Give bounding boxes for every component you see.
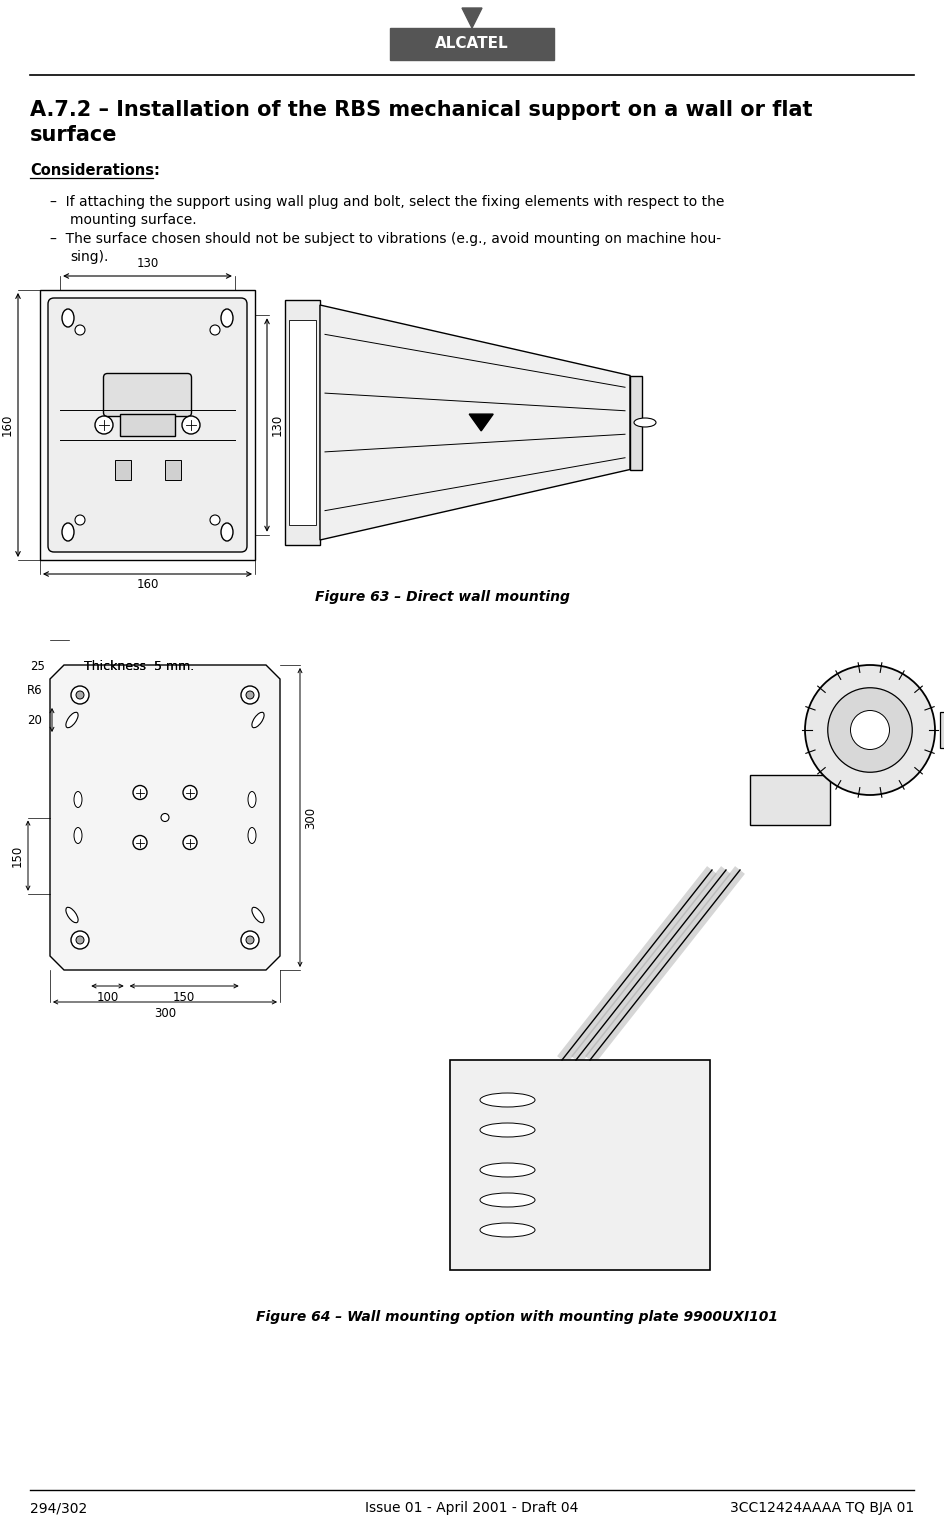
Text: 160: 160 xyxy=(1,414,14,435)
Ellipse shape xyxy=(221,309,233,327)
FancyBboxPatch shape xyxy=(104,373,192,417)
Circle shape xyxy=(75,325,85,335)
Text: 20: 20 xyxy=(27,714,42,726)
Text: R6: R6 xyxy=(26,683,42,697)
Ellipse shape xyxy=(252,712,264,727)
Polygon shape xyxy=(50,665,280,970)
Bar xyxy=(120,414,175,435)
Ellipse shape xyxy=(480,1093,535,1106)
Text: Considerations:: Considerations: xyxy=(30,163,160,177)
Circle shape xyxy=(828,688,912,772)
Circle shape xyxy=(182,416,200,434)
Polygon shape xyxy=(320,306,630,539)
Circle shape xyxy=(210,515,220,526)
Circle shape xyxy=(71,931,89,949)
Text: A.7.2 – Installation of the RBS mechanical support on a wall or flat: A.7.2 – Installation of the RBS mechanic… xyxy=(30,99,813,121)
Ellipse shape xyxy=(248,828,256,843)
Text: mounting surface.: mounting surface. xyxy=(70,212,196,228)
Circle shape xyxy=(241,931,259,949)
Circle shape xyxy=(71,686,89,704)
Text: sing).: sing). xyxy=(70,251,109,264)
Ellipse shape xyxy=(480,1163,535,1177)
Bar xyxy=(114,460,130,480)
Bar xyxy=(630,376,642,469)
Text: ALCATEL: ALCATEL xyxy=(435,37,509,52)
Circle shape xyxy=(161,813,169,822)
Ellipse shape xyxy=(74,792,82,807)
Text: Thickness  5 mm.: Thickness 5 mm. xyxy=(84,660,194,672)
Text: 25: 25 xyxy=(30,660,45,672)
Text: 150: 150 xyxy=(11,845,24,866)
Bar xyxy=(40,290,255,559)
Text: 160: 160 xyxy=(136,578,159,591)
Text: 130: 130 xyxy=(136,257,159,270)
Circle shape xyxy=(76,937,84,944)
FancyBboxPatch shape xyxy=(48,298,247,552)
Circle shape xyxy=(133,785,147,799)
Ellipse shape xyxy=(74,828,82,843)
Circle shape xyxy=(75,515,85,526)
Ellipse shape xyxy=(248,792,256,807)
Ellipse shape xyxy=(480,1123,535,1137)
Ellipse shape xyxy=(480,1222,535,1238)
Circle shape xyxy=(183,785,197,799)
Text: Thickness  5 mm.: Thickness 5 mm. xyxy=(84,660,194,672)
Bar xyxy=(164,460,180,480)
Circle shape xyxy=(241,686,259,704)
Ellipse shape xyxy=(480,1193,535,1207)
Bar xyxy=(940,712,944,749)
Text: 300: 300 xyxy=(154,1007,177,1021)
Ellipse shape xyxy=(634,419,656,426)
Text: surface: surface xyxy=(30,125,117,145)
Ellipse shape xyxy=(252,908,264,923)
Polygon shape xyxy=(469,414,493,431)
Polygon shape xyxy=(462,8,482,28)
Bar xyxy=(289,319,316,526)
Text: –  If attaching the support using wall plug and bolt, select the fixing elements: – If attaching the support using wall pl… xyxy=(50,196,724,209)
Bar xyxy=(285,299,320,545)
Circle shape xyxy=(851,711,889,750)
Circle shape xyxy=(246,937,254,944)
Bar xyxy=(750,775,830,825)
Ellipse shape xyxy=(62,523,74,541)
Text: 130: 130 xyxy=(271,414,284,435)
Bar xyxy=(450,1060,710,1270)
Circle shape xyxy=(183,836,197,850)
Ellipse shape xyxy=(66,908,78,923)
Ellipse shape xyxy=(221,523,233,541)
Text: 300: 300 xyxy=(304,807,317,828)
Ellipse shape xyxy=(66,712,78,727)
Circle shape xyxy=(210,325,220,335)
Text: Figure 63 – Direct wall mounting: Figure 63 – Direct wall mounting xyxy=(315,590,570,604)
Text: Figure 64 – Wall mounting option with mounting plate 9900UXI101: Figure 64 – Wall mounting option with mo… xyxy=(257,1309,779,1323)
Circle shape xyxy=(246,691,254,698)
Text: 100: 100 xyxy=(96,992,119,1004)
Circle shape xyxy=(95,416,113,434)
Text: 294/302: 294/302 xyxy=(30,1500,87,1514)
Ellipse shape xyxy=(62,309,74,327)
Bar xyxy=(390,28,554,60)
Text: –  The surface chosen should not be subject to vibrations (e.g., avoid mounting : – The surface chosen should not be subje… xyxy=(50,232,721,246)
Text: 3CC12424AAAA TQ BJA 01: 3CC12424AAAA TQ BJA 01 xyxy=(730,1500,914,1514)
Circle shape xyxy=(133,836,147,850)
Circle shape xyxy=(805,665,935,795)
Text: 150: 150 xyxy=(173,992,195,1004)
Circle shape xyxy=(76,691,84,698)
Text: Issue 01 - April 2001 - Draft 04: Issue 01 - April 2001 - Draft 04 xyxy=(365,1500,579,1514)
